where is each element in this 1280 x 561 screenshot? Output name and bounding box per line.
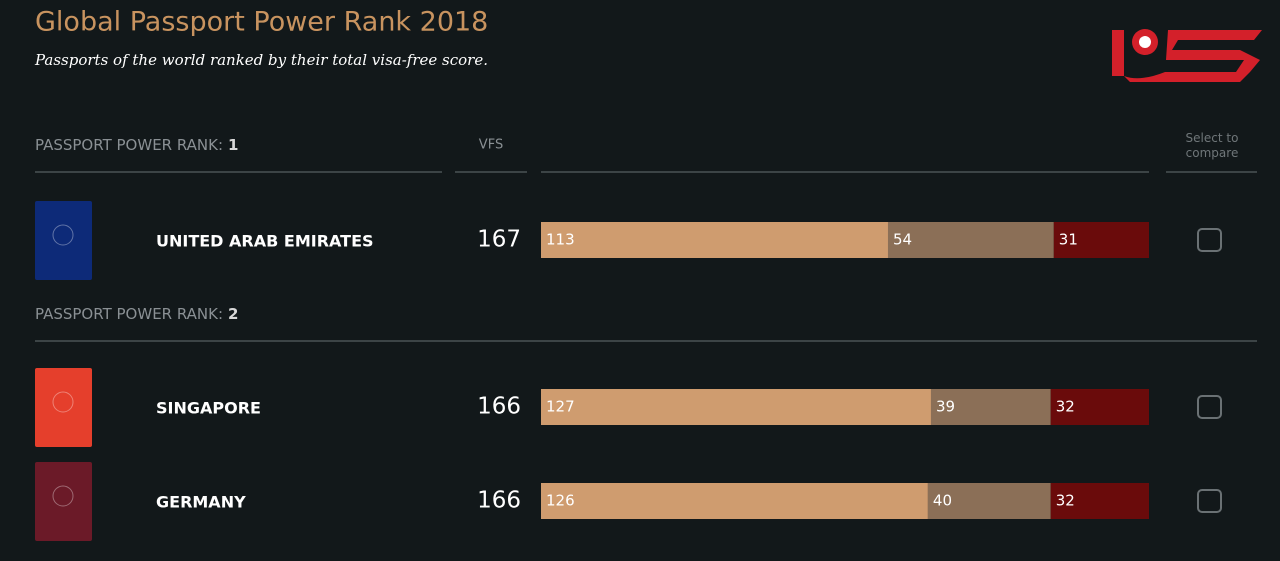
- rank-label-text: PASSPORT POWER RANK:: [35, 305, 223, 323]
- bar-segment: [927, 483, 1051, 519]
- bar-label: 113: [546, 231, 575, 249]
- compare-checkbox[interactable]: [1197, 228, 1222, 252]
- subtitle: Passports of the world ranked by their t…: [34, 51, 488, 69]
- bar-segment: [930, 389, 1051, 425]
- bar-label: 31: [1059, 231, 1078, 249]
- bar-segment: [1053, 222, 1149, 258]
- bar-label: 54: [893, 231, 912, 249]
- country: SINGAPORE: [156, 399, 261, 418]
- passport-emblem: [52, 485, 74, 507]
- rank-label: PASSPORT POWER RANK: 1: [35, 136, 238, 154]
- bar-label: 126: [546, 492, 575, 510]
- column-compare: Select to compare: [1185, 131, 1239, 160]
- bar-segment: [541, 222, 888, 258]
- vfs-score: 166: [477, 394, 521, 420]
- vfs-score: 166: [477, 488, 521, 514]
- title: Global Passport Power Rank 2018: [35, 7, 488, 38]
- compare-checkbox[interactable]: [1197, 395, 1222, 419]
- bar-label: 32: [1056, 492, 1075, 510]
- compare-wrap: Select to compare: [1185, 131, 1239, 160]
- rank-number: 2: [228, 305, 238, 323]
- bar-segment: [541, 389, 931, 425]
- country: UNITED ARAB EMIRATES: [156, 232, 374, 251]
- bar-segment: [1050, 389, 1149, 425]
- bar-label: 127: [546, 398, 575, 416]
- passport: [35, 368, 92, 447]
- bar-segment: [887, 222, 1054, 258]
- bar-label: 32: [1056, 398, 1075, 416]
- rank-label-text: PASSPORT POWER RANK:: [35, 136, 223, 154]
- compare-checkbox[interactable]: [1197, 489, 1222, 513]
- bar-segment: [541, 483, 928, 519]
- logo: [1112, 29, 1262, 82]
- rank-label: PASSPORT POWER RANK: 2: [35, 305, 238, 323]
- column-vfs: VFS: [479, 138, 503, 153]
- country: GERMANY: [156, 493, 246, 512]
- bar-label: 40: [933, 492, 952, 510]
- vfs-score: 167: [477, 227, 521, 253]
- passport-emblem: [52, 224, 74, 246]
- passport: [35, 201, 92, 280]
- rank-number: 1: [228, 136, 238, 154]
- bar-label: 39: [936, 398, 955, 416]
- bar-segment: [1050, 483, 1149, 519]
- passport: [35, 462, 92, 541]
- passport-emblem: [52, 391, 74, 413]
